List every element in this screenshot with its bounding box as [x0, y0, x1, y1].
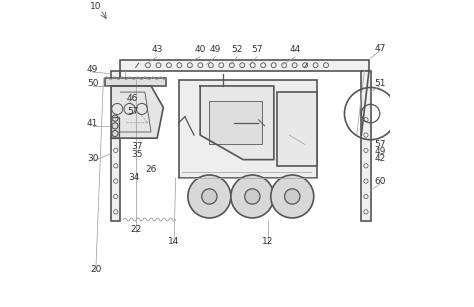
Circle shape [245, 189, 260, 204]
Text: 12: 12 [262, 237, 273, 246]
Text: 49: 49 [374, 146, 385, 156]
Bar [120, 60, 369, 71]
Text: 44: 44 [290, 45, 301, 54]
Polygon shape [200, 86, 274, 160]
Text: 50: 50 [87, 79, 99, 88]
Text: 41: 41 [87, 119, 99, 128]
Bar [277, 92, 317, 166]
Circle shape [202, 189, 217, 204]
Text: 20: 20 [90, 265, 101, 274]
Text: 35: 35 [131, 150, 143, 159]
Text: 22: 22 [130, 225, 141, 234]
Bar [361, 71, 371, 221]
Text: 42: 42 [374, 154, 385, 163]
Text: 52: 52 [231, 45, 243, 54]
Circle shape [271, 175, 314, 218]
Bar [210, 101, 262, 144]
Circle shape [284, 189, 300, 204]
Text: 51: 51 [374, 79, 385, 88]
Text: 49: 49 [87, 65, 99, 74]
Circle shape [188, 175, 231, 218]
Text: 49: 49 [210, 45, 221, 54]
Bar [111, 117, 119, 138]
Text: 57: 57 [374, 140, 385, 150]
Bar [179, 80, 317, 178]
Circle shape [231, 175, 274, 218]
Text: 46: 46 [127, 94, 138, 103]
Bar [111, 71, 120, 221]
Text: 47: 47 [374, 44, 385, 53]
Text: 40: 40 [194, 45, 206, 54]
Bar [105, 78, 166, 86]
Text: 57: 57 [251, 45, 263, 54]
Text: 60: 60 [374, 177, 385, 186]
Text: 26: 26 [146, 165, 157, 174]
Text: 43: 43 [152, 45, 163, 54]
Text: 10: 10 [90, 2, 101, 11]
Text: 34: 34 [128, 173, 140, 182]
Text: 37: 37 [131, 142, 143, 151]
Text: 14: 14 [168, 237, 180, 246]
Polygon shape [111, 86, 164, 138]
Text: 57: 57 [127, 107, 138, 116]
Text: 30: 30 [87, 154, 99, 163]
